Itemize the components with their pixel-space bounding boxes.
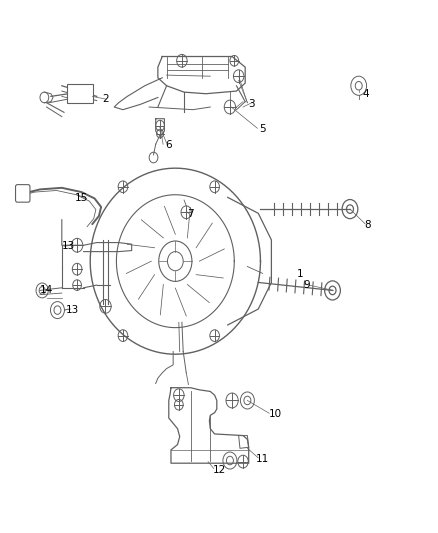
FancyBboxPatch shape [15, 184, 30, 202]
Text: 15: 15 [75, 193, 88, 204]
Text: 13: 13 [62, 241, 75, 251]
Text: 2: 2 [102, 94, 109, 104]
Text: 13: 13 [66, 305, 79, 315]
Text: 3: 3 [248, 99, 255, 109]
FancyBboxPatch shape [67, 84, 93, 103]
Text: 11: 11 [256, 454, 269, 464]
Text: 4: 4 [362, 88, 369, 99]
Text: 14: 14 [40, 286, 53, 295]
Text: 1: 1 [297, 270, 303, 279]
Text: 10: 10 [269, 409, 283, 419]
Text: 6: 6 [166, 140, 172, 150]
Text: 9: 9 [303, 280, 310, 290]
Text: 12: 12 [212, 465, 226, 474]
Text: 5: 5 [259, 124, 266, 134]
Text: 8: 8 [364, 220, 371, 230]
Text: 7: 7 [187, 209, 194, 220]
